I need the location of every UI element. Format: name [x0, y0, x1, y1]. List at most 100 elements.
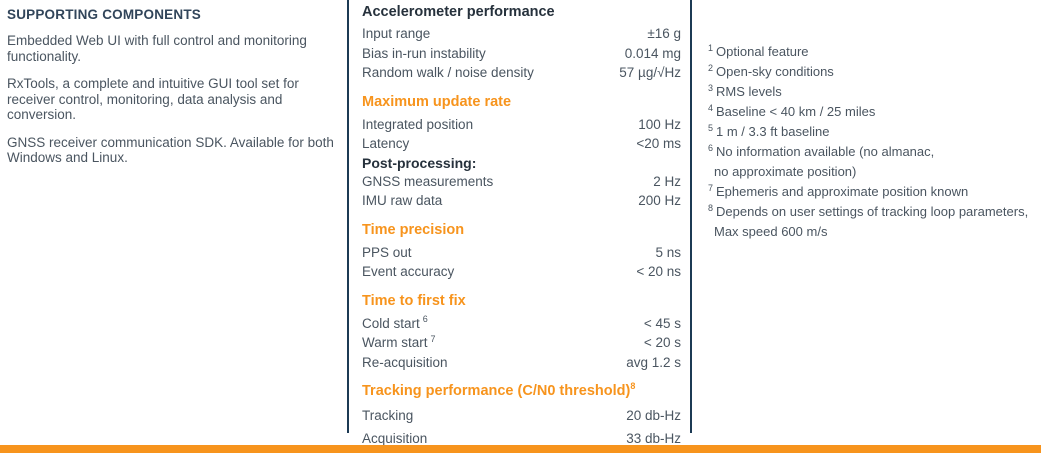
spec-row: Integrated position 100 Hz	[362, 115, 681, 135]
spec-value: 2 Hz	[653, 173, 681, 189]
spec-section-header: Accelerometer performance	[362, 3, 681, 21]
footnote-text: RMS levels	[716, 84, 782, 99]
spec-value: 100 Hz	[638, 116, 681, 132]
spec-label: Input range	[362, 24, 430, 44]
footnote-ref: 7	[430, 333, 436, 344]
spec-label: Re-acquisition	[362, 353, 448, 373]
spec-header-text: Maximum update rate	[362, 93, 512, 110]
spec-value: < 20 s	[643, 335, 681, 350]
spec-label: IMU raw data	[362, 191, 442, 211]
spec-section-header: Time to first fix	[362, 292, 681, 310]
spec-value: < 45 s	[643, 315, 681, 331]
spec-label: Cold start 6	[362, 314, 428, 334]
footnote-text: No information available (no almanac,	[716, 144, 935, 159]
footnote-continuation: Max speed 600 m/s	[714, 224, 828, 239]
spec-row: IMU raw data 200 Hz	[362, 191, 681, 211]
spec-value: 5 ns	[655, 244, 681, 260]
spec-row: Warm start 7 < 20 s	[362, 333, 681, 353]
spec-label-text: Cold start	[362, 315, 420, 331]
footnote: 1 Optional feature	[708, 42, 1041, 62]
spec-value: 20 db-Hz	[626, 408, 681, 423]
footnote-marker: 6	[708, 142, 714, 153]
footnote-text: Optional feature	[716, 44, 809, 59]
footnote-marker: 5	[708, 122, 714, 133]
footnote: 2 Open-sky conditions	[708, 62, 1041, 82]
spec-value: avg 1.2 s	[626, 354, 681, 370]
footnotes-list: 1 Optional feature 2 Open-sky conditions 3…	[708, 42, 1041, 242]
spec-label-text: Acquisition	[362, 431, 428, 446]
spec-label-text: Latency	[362, 136, 410, 151]
spec-label-text: Re-acquisition	[362, 354, 448, 370]
spec-header-text: Tracking performance (C/N0 threshold)	[362, 383, 631, 399]
spec-subheader: Post-processing:	[362, 154, 477, 171]
spec-section-header: Time precision	[362, 221, 681, 239]
footnote-ref: 6	[422, 314, 428, 324]
spec-row: Random walk / noise density 57 µg/√Hz	[362, 63, 681, 83]
spec-label: Acquisition	[362, 427, 427, 450]
footnote: 3 RMS levels	[708, 82, 1041, 102]
footnote: 6 No information available (no almanac,	[708, 142, 1041, 162]
footnote-marker: 8	[708, 202, 714, 213]
spec-label: Latency	[362, 134, 409, 154]
spec-label-text: Bias in-run instability	[362, 45, 486, 61]
spec-label: PPS out	[362, 243, 412, 263]
footnote-marker: 7	[708, 182, 714, 193]
spec-label: Warm start 7	[362, 333, 436, 353]
spec-value: 33 db-Hz	[626, 431, 681, 446]
spec-label-text: PPS out	[362, 244, 412, 260]
spec-label: GNSS measurements	[362, 172, 493, 192]
spec-label-text: Random walk / noise density	[362, 65, 534, 80]
spec-section-header: Maximum update rate	[362, 93, 681, 111]
footnote-marker: 1	[708, 42, 714, 53]
supporting-components-section: SUPPORTING COMPONENTS Embedded Web UI wi…	[7, 7, 343, 178]
spec-row: PPS out 5 ns	[362, 243, 681, 263]
footnote-text: Ephemeris and approximate position known	[716, 184, 969, 199]
footnote-ref: 8	[630, 381, 636, 392]
spec-label: Bias in-run instability	[362, 44, 486, 64]
spec-value: ±16 g	[647, 26, 681, 41]
spec-row: Latency <20 ms	[362, 134, 681, 154]
spec-row: Re-acquisition avg 1.2 s	[362, 353, 681, 373]
spec-row: GNSS measurements 2 Hz	[362, 172, 681, 192]
section-title: SUPPORTING COMPONENTS	[7, 7, 201, 22]
paragraph-rxtools: RxTools, a complete and intuitive GUI to…	[7, 76, 299, 122]
footnote: 8 Depends on user settings of tracking lo…	[708, 202, 1041, 222]
spec-label-text: Integrated position	[362, 116, 474, 132]
spec-value: < 20 ns	[636, 264, 681, 279]
paragraph-web-ui: Embedded Web UI with full control and mo…	[7, 33, 307, 64]
spec-row: Event accuracy < 20 ns	[362, 262, 681, 282]
footnote-text: Open-sky conditions	[716, 64, 834, 79]
footnote-marker: 2	[708, 62, 714, 73]
bottom-accent-bar	[0, 445, 1041, 453]
footnote: 4 Baseline < 40 km / 25 miles	[708, 102, 1041, 122]
spec-value: <20 ms	[636, 136, 681, 151]
footnote-marker: 4	[708, 102, 714, 113]
footnote: 7 Ephemeris and approximate position know…	[708, 182, 1041, 202]
footnote-continuation: no approximate position)	[714, 164, 857, 179]
spec-row: Tracking 20 db-Hz	[362, 404, 681, 427]
spec-value: 57 µg/√Hz	[619, 65, 681, 80]
spec-row: Acquisition 33 db-Hz	[362, 427, 681, 450]
spec-label: Event accuracy	[362, 262, 454, 282]
spec-row: Bias in-run instability 0.014 mg	[362, 44, 681, 64]
spec-table: Accelerometer performance Input range ±1…	[347, 0, 692, 446]
paragraph-sdk: GNSS receiver communication SDK. Availab…	[7, 134, 334, 166]
spec-label-text: Input range	[362, 26, 431, 41]
spec-header-text: Time precision	[362, 221, 465, 238]
spec-label: Integrated position	[362, 115, 473, 135]
spec-label: Tracking	[362, 404, 413, 427]
spec-row: Cold start 6 < 45 s	[362, 314, 681, 334]
footnote-text: Depends on user settings of tracking loo…	[716, 204, 1029, 219]
footnote-text: Baseline < 40 km / 25 miles	[716, 104, 876, 119]
spec-label-text: Event accuracy	[362, 264, 455, 279]
spec-header-text: Time to first fix	[362, 292, 466, 309]
spec-value: 200 Hz	[638, 193, 681, 208]
spec-label-text: Warm start	[362, 335, 428, 350]
spec-row: Input range ±16 g	[362, 24, 681, 44]
spec-header-text: Accelerometer performance	[362, 4, 555, 20]
spec-section-header: Tracking performance (C/N0 threshold)8	[362, 382, 681, 400]
spec-label-text: GNSS measurements	[362, 173, 494, 189]
footnote-text: 1 m / 3.3 ft baseline	[716, 124, 830, 139]
spec-label-text: Tracking	[362, 408, 414, 423]
